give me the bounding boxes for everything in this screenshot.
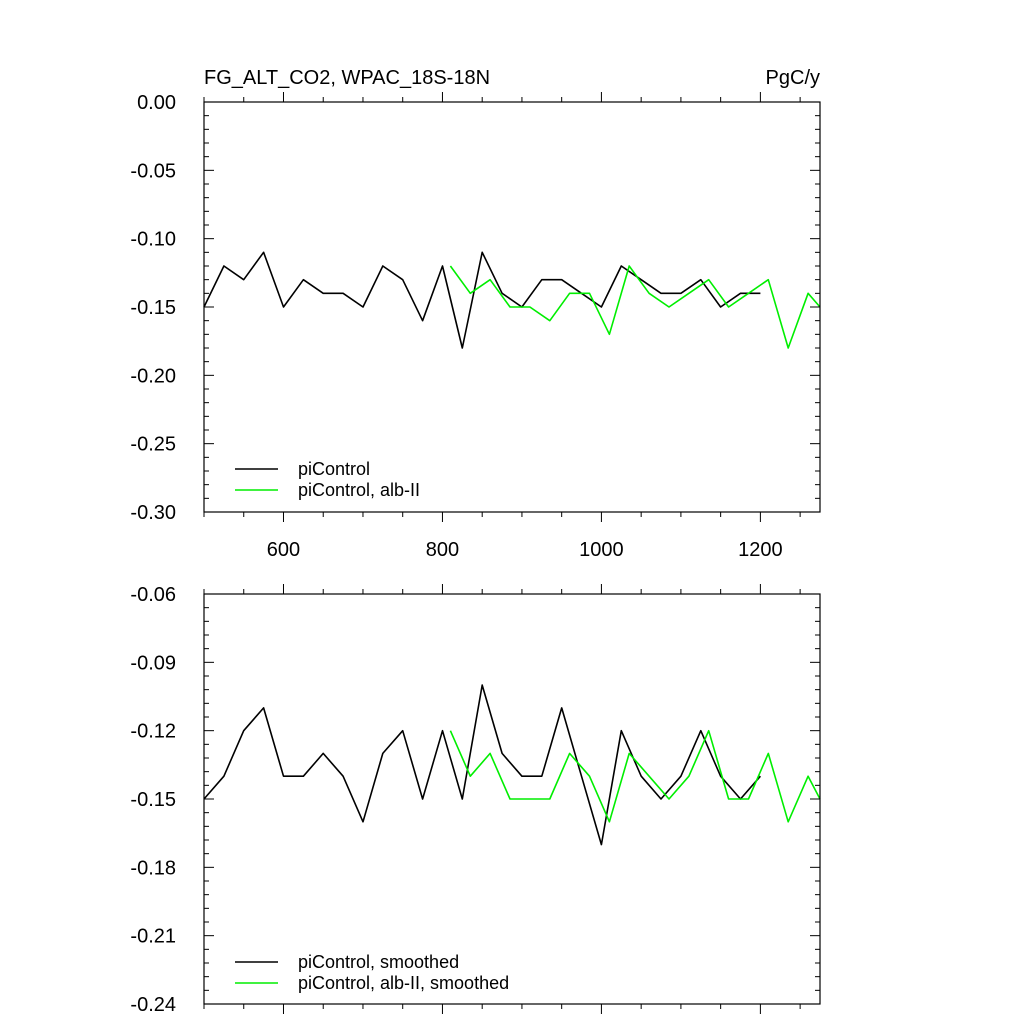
legend-label: piControl, alb-II bbox=[298, 480, 420, 500]
series-line-2 bbox=[449, 729, 821, 823]
y-tick-label: -0.10 bbox=[130, 229, 176, 251]
x-tick-label: 1200 bbox=[738, 539, 783, 561]
series-line-2 bbox=[449, 265, 821, 349]
y-tick-label: -0.06 bbox=[130, 584, 176, 606]
y-tick-label: -0.24 bbox=[130, 994, 176, 1016]
y-tick-label: -0.09 bbox=[130, 652, 176, 674]
y-tick-label: -0.15 bbox=[130, 789, 176, 811]
x-tick-label: 600 bbox=[267, 539, 300, 561]
legend-label: piControl bbox=[298, 459, 370, 479]
chart-units: PgC/y bbox=[766, 67, 820, 89]
x-tick-label: 800 bbox=[426, 539, 459, 561]
y-tick-label: -0.05 bbox=[130, 160, 176, 182]
y-tick-label: -0.12 bbox=[130, 721, 176, 743]
y-tick-label: -0.30 bbox=[130, 502, 176, 524]
bottom-panel: -0.24 -0.21 -0.18 -0.15 -0.12 -0.09 -0.06 piCon… bbox=[130, 584, 821, 1016]
legend-label: piControl, alb-II, smoothed bbox=[298, 973, 509, 993]
series-line-1 bbox=[203, 251, 761, 349]
legend-label: piControl, smoothed bbox=[298, 952, 459, 972]
y-tick-label: -0.20 bbox=[130, 365, 176, 387]
y-tick-label: 0.00 bbox=[137, 92, 176, 114]
x-tick-label: 1000 bbox=[579, 539, 624, 561]
y-tick-label: -0.21 bbox=[130, 926, 176, 948]
top-panel: 600 800 1000 1200 -0.30 -0.25 -0.20 -0.15 -0.10 -… bbox=[130, 92, 821, 561]
series-line-1 bbox=[203, 684, 762, 846]
y-tick-label: -0.15 bbox=[130, 297, 176, 319]
y-tick-label: -0.18 bbox=[130, 857, 176, 879]
y-tick-label: -0.25 bbox=[130, 434, 176, 456]
chart-title: FG_ALT_CO2, WPAC_18S-18N bbox=[204, 67, 490, 89]
